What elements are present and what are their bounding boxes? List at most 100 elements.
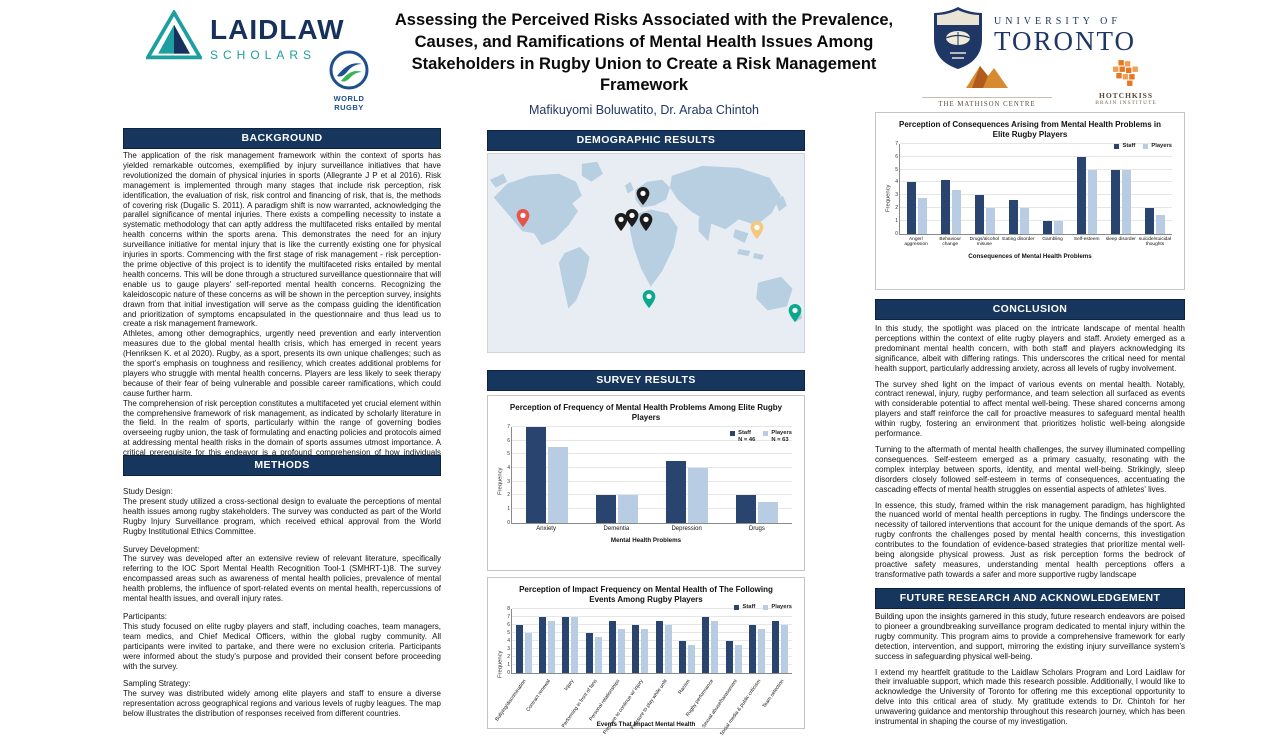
bar-group [582,609,605,673]
legend-swatch [763,605,769,610]
x-tick-label: Dementia [603,525,630,532]
legend-label: Players [771,604,792,610]
paragraph: The present study utilized a cross-secti… [123,496,441,536]
laidlaw-wordmark: LAIDLAW SCHOLARS [210,16,345,63]
y-tick-label: 1 [507,661,510,668]
background-text: The application of the risk management f… [123,151,441,455]
map-pin [636,187,650,206]
x-tick-cell: Anxiety [511,524,581,536]
bar-players [758,502,778,523]
bar-players [571,616,579,673]
uoft-toronto-label: TORONTO [994,26,1137,56]
legend-item: Players N = 63 [763,430,792,444]
y-tick-label: 4 [507,637,510,644]
bar-players [952,190,961,234]
chart-main: 0 1 2 3 4 5 6 7 Anxiety Dementia Depression Drugs [507,424,792,536]
chart-impact-events: Perception of Impact Frequency on Mental… [487,577,805,737]
laidlaw-triangle-icon [146,10,202,60]
bar-staff [666,461,686,523]
chart-legend: Staff N = 46 Players N = 63 [730,430,792,444]
x-tick-cell: Contract renewal [525,674,557,720]
legend-label: Players [771,430,792,436]
y-tick-label: 6 [507,621,510,628]
paragraph: In this study, the spotlight was placed … [875,324,1185,373]
y-tick-label: 7 [895,140,898,147]
gridline [900,155,1172,157]
world-rugby-logo: WORLD RUGBY [327,50,371,112]
chart-frequency-mental-health: Perception of Frequency of Mental Health… [487,395,805,571]
bar-players [986,208,995,234]
y-tick-label: 7 [507,613,510,620]
gridline [512,639,792,641]
gridline [512,663,792,665]
x-tick-cell: Gambling [1036,235,1070,252]
chart-main: 0 1 2 3 4 5 6 7 8 Bullying/discrimination Contract… [495,606,792,737]
gridline [512,615,792,617]
y-tick-label: 1 [507,506,510,513]
bar-staff [1043,220,1052,234]
method-heading: Study Design: [123,487,173,496]
bar-groups [512,426,792,523]
x-tick-cell: Pressure to play while unfit [629,674,675,730]
paragraph: The survey shed light on the impact of v… [875,379,1185,439]
bar-players [687,644,695,673]
x-tick-cell: Anger/ aggression [899,235,933,252]
bar-group [512,426,582,523]
demographic-section-header: DEMOGRAPHIC RESULTS [487,130,805,151]
bar-players [688,467,708,523]
y-tick-label: 2 [895,205,898,212]
x-tick-cell: Self-esteem [1070,235,1104,252]
hotchkiss-label-1: HOTCHKISS [1098,91,1153,100]
x-tick-label: Eating disorder [1002,236,1035,242]
bar-players [757,628,765,673]
x-tick-cell: Behaviour change [933,235,967,252]
legend-text: Staff N = 46 [738,430,755,444]
bar-group [934,144,968,234]
x-tick-cell: suicide/suicidal thoughts [1138,235,1172,252]
future-text: Building upon the insights garnered in t… [875,612,1185,726]
gridline [512,439,792,441]
legend-swatch [763,431,769,436]
gridline [900,168,1172,170]
bar-players [1020,208,1029,234]
hotchkiss-logo: HOTCHKISS BRAIN INSTITUTE [1078,60,1174,106]
legend-item: Staff [734,604,755,611]
legend-text: Players N = 63 [771,430,792,444]
gridline [900,181,1172,183]
bar-players [617,628,625,673]
gridline [900,207,1172,209]
survey-section-header: SURVEY RESULTS [487,370,805,391]
paragraph: Building upon the insights garnered in t… [875,612,1185,661]
world-rugby-label-1: WORLD [333,94,365,103]
bar-staff [975,195,984,234]
x-tick-cell: Team selection [762,674,792,720]
bar-group [629,609,652,673]
chart-main: 0 1 2 3 4 5 6 7 Anger/ aggression Behaviour chang… [895,141,1172,252]
x-tick-label: Anger/ aggression [904,236,928,248]
gridline [900,219,1172,221]
bar-players [734,644,742,673]
bar-staff [941,179,950,234]
methods-section-header: METHODS [123,455,441,476]
bar-group [1138,144,1172,234]
gridline [512,623,792,625]
y-tick-label: 0 [895,230,898,237]
chart-legend: Staff Players [734,604,792,611]
world-map [489,161,803,323]
bar-group [1104,144,1138,234]
bar-players [1088,169,1097,234]
x-axis-row: Bullying/discrimination Contract renewal I… [495,674,792,737]
legend-sublabel: N = 63 [771,437,789,444]
y-tick-label: 5 [507,451,510,458]
future-section-header: FUTURE RESEARCH AND ACKNOWLEDGEMENT [875,588,1185,609]
y-tick-label: 8 [507,605,510,612]
bar-staff [907,182,916,234]
bar-group [722,609,745,673]
x-tick-label: sleep disorder [1105,236,1136,242]
paragraph: The survey was developed after an extens… [123,554,441,604]
method-heading: Sampling Strategy: [123,679,191,689]
chart-title: Perception of Consequences Arising from … [899,120,1161,140]
bar-group [652,609,675,673]
bar-staff [538,616,546,673]
